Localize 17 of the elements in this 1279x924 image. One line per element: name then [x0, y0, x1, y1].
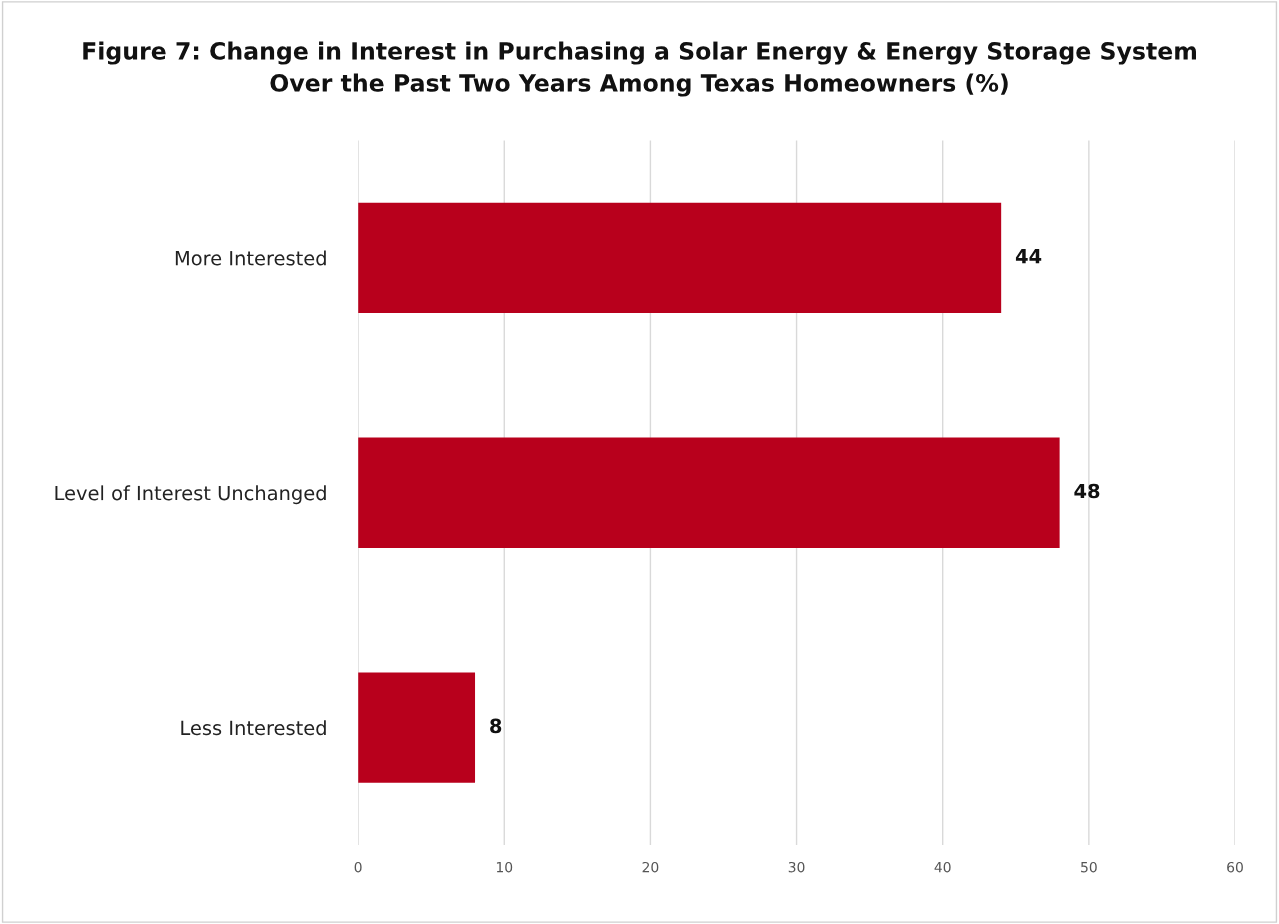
x-tick-label: 40: [934, 861, 951, 873]
bar: [358, 202, 1002, 314]
y-tick-label: Level of Interest Unchanged: [55, 485, 326, 505]
data-label: 8: [490, 718, 502, 734]
x-tick-label: 20: [642, 861, 659, 873]
bar: [358, 672, 476, 783]
data-label: 48: [1074, 483, 1100, 499]
y-tick-label: Less Interested: [181, 720, 326, 736]
x-tick-label: 10: [496, 861, 513, 873]
x-tick-label: 50: [1081, 861, 1097, 873]
y-tick-label: More Interested: [175, 250, 326, 266]
data-label: 44: [1015, 249, 1042, 264]
x-tick-label: 60: [1227, 861, 1243, 873]
chart-title: Figure 7: Change in Interest in Purchasing a Solar Energy & Energy Storage System Over the Past Two Years Among Texas Homeowners (%): [83, 41, 1196, 97]
bar: [358, 437, 1060, 548]
x-tick-label: 0: [354, 861, 362, 873]
x-tick-label: 30: [788, 861, 805, 873]
